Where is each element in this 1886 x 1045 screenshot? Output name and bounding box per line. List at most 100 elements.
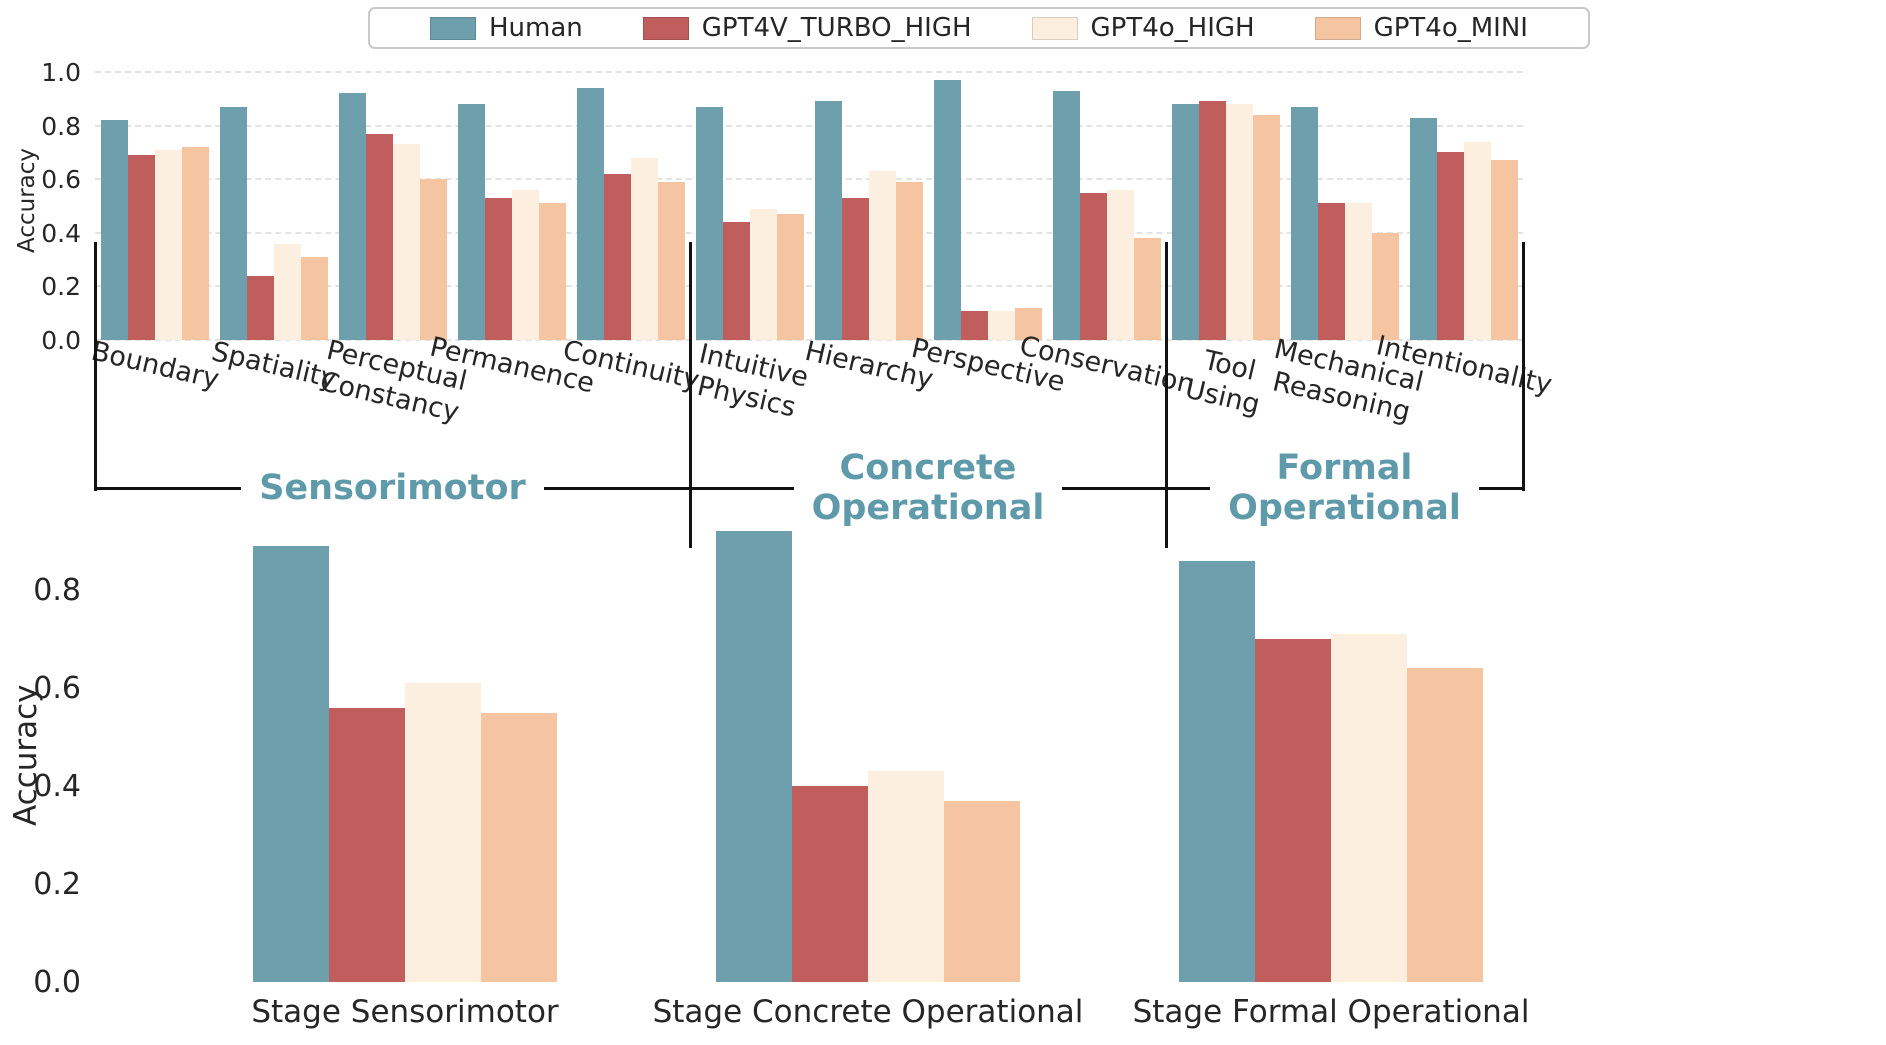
- bar-human-boundary: [101, 120, 128, 340]
- legend-swatch-gpt4v-turbo-high: [643, 17, 689, 40]
- bar-human-intentionality: [1410, 118, 1437, 340]
- bar-human-mechanical-reasoning: [1291, 107, 1318, 340]
- bar-gpt4o-high-stage-concrete-operational: [868, 771, 944, 982]
- bar-group-permanence: [458, 104, 566, 340]
- bar-gpt4o-mini-stage-sensorimotor: [481, 713, 557, 983]
- legend-label-gpt4o-high: GPT4o_HIGH: [1091, 13, 1255, 43]
- bar-group-stage-sensorimotor: [253, 546, 557, 982]
- legend-item-gpt4o-high: GPT4o_HIGH: [1032, 13, 1255, 43]
- bar-gpt4o-high-intentionality: [1464, 142, 1491, 340]
- legend-label-gpt4o-mini: GPT4o_MINI: [1374, 13, 1528, 43]
- bar-human-conservation: [1053, 91, 1080, 340]
- bar-human-tool-using: [1172, 104, 1199, 340]
- bar-group-boundary: [101, 120, 209, 340]
- legend-item-human: Human: [430, 13, 583, 43]
- bar-group-spatiality: [220, 107, 328, 340]
- bar-gpt4o-mini-stage-formal-operational: [1407, 668, 1483, 982]
- bar-gpt4o-high-tool-using: [1226, 104, 1253, 340]
- bar-gpt4v-turbo-high-continuity: [604, 174, 631, 340]
- stage-label-concrete-operational: Concrete Operational: [794, 447, 1063, 529]
- legend-swatch-human: [430, 17, 476, 40]
- top-chart-plot-area: 0.00.20.40.60.81.0BoundarySpatialityPerc…: [95, 58, 1523, 340]
- bar-gpt4o-mini-intentionality: [1491, 160, 1518, 340]
- stage-bracket-line-concrete-operational: [690, 487, 1166, 490]
- bar-gpt4o-high-mechanical-reasoning: [1345, 203, 1372, 340]
- bar-gpt4o-high-stage-formal-operational: [1331, 634, 1407, 982]
- bar-gpt4o-high-permanence: [512, 190, 539, 340]
- bar-gpt4o-mini-mechanical-reasoning: [1372, 233, 1399, 340]
- legend-item-gpt4v-turbo-high: GPT4V_TURBO_HIGH: [643, 13, 972, 43]
- bar-gpt4o-high-intuitive-physics: [750, 209, 777, 340]
- bar-gpt4v-turbo-high-permanence: [485, 198, 512, 340]
- legend-swatch-gpt4o-high: [1032, 17, 1078, 40]
- bar-gpt4o-high-spatiality: [274, 244, 301, 340]
- bottom-ytick-0.2: 0.2: [33, 867, 81, 902]
- bottom-ytick-0.6: 0.6: [33, 671, 81, 706]
- stage-label-formal-operational: Formal Operational: [1210, 447, 1479, 529]
- bar-gpt4v-turbo-high-boundary: [128, 155, 155, 340]
- bar-gpt4o-mini-conservation: [1134, 238, 1161, 340]
- bar-gpt4v-turbo-high-intentionality: [1437, 152, 1464, 340]
- legend-swatch-gpt4o-mini: [1315, 17, 1361, 40]
- bar-gpt4o-high-perceptual-constancy: [393, 144, 420, 340]
- bar-gpt4v-turbo-high-perceptual-constancy: [366, 134, 393, 340]
- bottom-ytick-0.4: 0.4: [33, 769, 81, 804]
- top-ytick-0.6: 0.6: [41, 165, 81, 194]
- top-ytick-1.0: 1.0: [41, 58, 81, 87]
- bar-gpt4o-mini-continuity: [658, 182, 685, 340]
- top-y-axis-label: Accuracy: [14, 110, 40, 290]
- top-ytick-0.8: 0.8: [41, 112, 81, 141]
- bar-gpt4o-high-hierarchy: [869, 171, 896, 340]
- bar-group-tool-using: [1172, 101, 1280, 340]
- legend-label-human: Human: [489, 13, 583, 43]
- bar-gpt4o-mini-hierarchy: [896, 182, 923, 340]
- bar-gpt4v-turbo-high-stage-sensorimotor: [329, 708, 405, 982]
- bar-gpt4v-turbo-high-spatiality: [247, 276, 274, 340]
- stage-bracket-line-sensorimotor: [95, 487, 690, 490]
- bar-human-stage-concrete-operational: [716, 531, 792, 982]
- bar-gpt4v-turbo-high-tool-using: [1199, 101, 1226, 340]
- bar-gpt4o-mini-boundary: [182, 147, 209, 340]
- bar-group-intentionality: [1410, 118, 1518, 340]
- bottom-xtick-stage-sensorimotor: Stage Sensorimotor: [145, 994, 665, 1030]
- bottom-xtick-stage-concrete-operational: Stage Concrete Operational: [608, 994, 1128, 1030]
- top-ytick-0.4: 0.4: [41, 219, 81, 248]
- bar-gpt4o-mini-intuitive-physics: [777, 214, 804, 340]
- bar-gpt4v-turbo-high-stage-formal-operational: [1255, 639, 1331, 982]
- bar-gpt4o-high-stage-sensorimotor: [405, 683, 481, 982]
- bar-gpt4v-turbo-high-perspective: [961, 311, 988, 340]
- bar-human-stage-formal-operational: [1179, 561, 1255, 982]
- bar-gpt4o-mini-spatiality: [301, 257, 328, 340]
- stage-label-sensorimotor: Sensorimotor: [241, 467, 544, 510]
- legend-item-gpt4o-mini: GPT4o_MINI: [1315, 13, 1528, 43]
- bar-human-perspective: [934, 80, 961, 340]
- bar-human-continuity: [577, 88, 604, 340]
- bar-gpt4o-high-boundary: [155, 150, 182, 340]
- bar-group-continuity: [577, 88, 685, 340]
- bar-human-permanence: [458, 104, 485, 340]
- bar-human-hierarchy: [815, 101, 842, 340]
- bar-group-intuitive-physics: [696, 107, 804, 340]
- bar-gpt4o-high-conservation: [1107, 190, 1134, 340]
- top-gridline-1.0: [95, 71, 1523, 73]
- bar-group-mechanical-reasoning: [1291, 107, 1399, 340]
- figure: Human GPT4V_TURBO_HIGH GPT4o_HIGH GPT4o_MIN…: [0, 0, 1886, 1045]
- bar-group-perspective: [934, 80, 1042, 340]
- bar-gpt4v-turbo-high-stage-concrete-operational: [792, 786, 868, 982]
- stage-bracket-line-formal-operational: [1166, 487, 1523, 490]
- bar-gpt4v-turbo-high-hierarchy: [842, 198, 869, 340]
- bottom-xtick-stage-formal-operational: Stage Formal Operational: [1071, 994, 1591, 1030]
- legend-label-gpt4v-turbo-high: GPT4V_TURBO_HIGH: [702, 13, 972, 43]
- bar-gpt4o-mini-permanence: [539, 203, 566, 340]
- bar-gpt4o-mini-perceptual-constancy: [420, 179, 447, 340]
- bar-group-conservation: [1053, 91, 1161, 340]
- top-ytick-0.2: 0.2: [41, 272, 81, 301]
- bar-group-hierarchy: [815, 101, 923, 340]
- bar-gpt4v-turbo-high-intuitive-physics: [723, 222, 750, 340]
- bar-gpt4o-high-continuity: [631, 158, 658, 340]
- bottom-ytick-0.0: 0.0: [33, 965, 81, 1000]
- bar-group-stage-concrete-operational: [716, 531, 1020, 982]
- bar-human-stage-sensorimotor: [253, 546, 329, 982]
- bottom-ytick-0.8: 0.8: [33, 573, 81, 608]
- bar-human-intuitive-physics: [696, 107, 723, 340]
